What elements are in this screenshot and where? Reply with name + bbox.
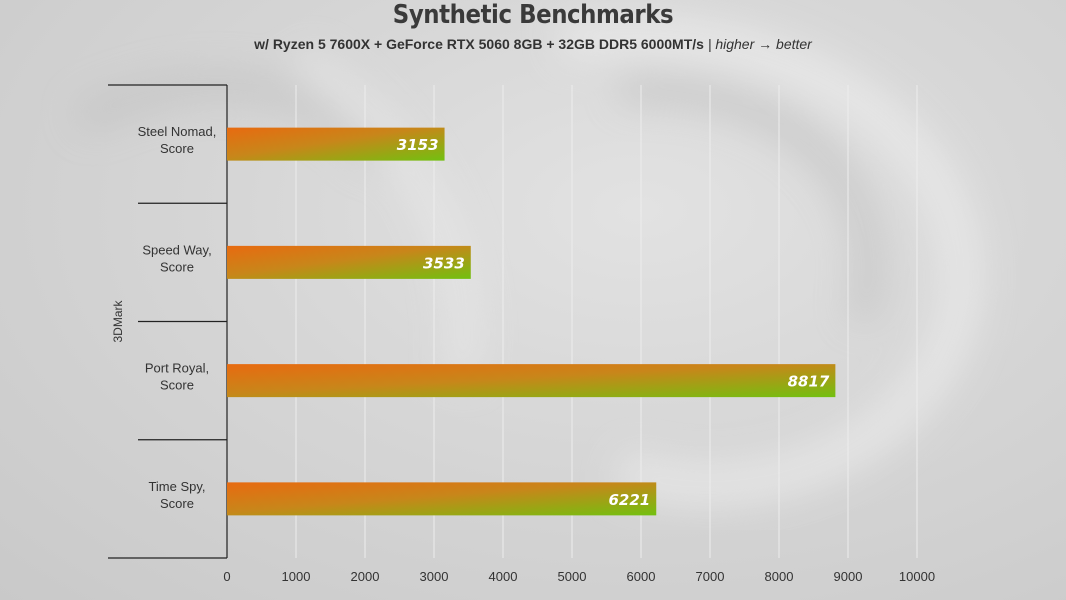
value-label-1: 3533 bbox=[423, 254, 465, 272]
x-tick-label-2: 2000 bbox=[351, 569, 380, 584]
chart-subtitle: w/ Ryzen 5 7600X + GeForce RTX 5060 8GB … bbox=[0, 36, 1066, 52]
category-label-2: Port Royal, Score bbox=[145, 361, 209, 393]
x-tick-label-9: 9000 bbox=[834, 569, 863, 584]
subtitle-note: | higher → better bbox=[707, 36, 812, 52]
x-tick-label-10: 10000 bbox=[899, 569, 935, 584]
value-label-2: 8817 bbox=[788, 373, 830, 391]
group-label: 3DMark bbox=[111, 300, 125, 343]
subtitle-main: w/ Ryzen 5 7600X + GeForce RTX 5060 8GB … bbox=[254, 36, 704, 52]
x-tick-label-7: 7000 bbox=[696, 569, 725, 584]
x-tick-label-4: 4000 bbox=[489, 569, 518, 584]
category-label-0: Steel Nomad, Score bbox=[138, 124, 217, 156]
category-label-3: Time Spy, Score bbox=[148, 479, 205, 511]
bar-2 bbox=[227, 364, 836, 398]
x-tick-label-3: 3000 bbox=[420, 569, 449, 584]
category-label-1: Speed Way, Score bbox=[142, 242, 211, 274]
bar-1 bbox=[227, 245, 471, 279]
value-label-0: 3153 bbox=[397, 136, 439, 154]
x-tick-label-1: 1000 bbox=[282, 569, 311, 584]
value-label-3: 6221 bbox=[608, 491, 650, 509]
bar-3 bbox=[227, 482, 657, 516]
x-tick-label-8: 8000 bbox=[765, 569, 794, 584]
x-tick-label-0: 0 bbox=[223, 569, 230, 584]
bar-0 bbox=[227, 127, 445, 161]
x-tick-label-5: 5000 bbox=[558, 569, 587, 584]
x-tick-label-6: 6000 bbox=[627, 569, 656, 584]
chart-title: Synthetic Benchmarks bbox=[392, 0, 674, 30]
